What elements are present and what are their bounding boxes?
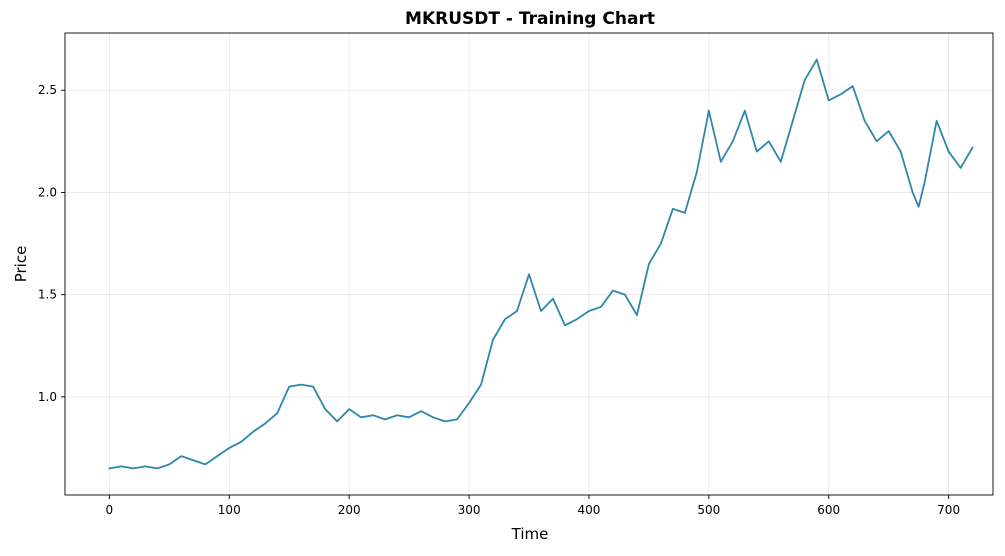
x-tick-label: 200 <box>338 503 361 517</box>
x-tick-label: 700 <box>937 503 960 517</box>
x-axis-label: Time <box>511 525 549 543</box>
chart-title: MKRUSDT - Training Chart <box>405 9 655 29</box>
axis-ticks: 0 100 200 300 400 500 600 700 1.0 1.5 2.0 2.5 <box>38 83 960 517</box>
plot-frame <box>64 32 994 496</box>
y-tick-label: 1.0 <box>38 390 57 404</box>
x-tick-label: 500 <box>697 503 720 517</box>
series-layer <box>108 58 974 470</box>
y-axis-label: Price <box>12 246 30 283</box>
grid <box>65 33 993 495</box>
y-tick-label: 2.0 <box>38 185 57 199</box>
price-series-line <box>108 58 974 470</box>
x-tick-label: 300 <box>458 503 481 517</box>
x-tick-label: 0 <box>106 503 114 517</box>
x-tick-label: 400 <box>577 503 600 517</box>
y-tick-label: 1.5 <box>38 288 57 302</box>
x-tick-label: 600 <box>817 503 840 517</box>
y-tick-label: 2.5 <box>38 83 57 97</box>
x-tick-label: 100 <box>218 503 241 517</box>
